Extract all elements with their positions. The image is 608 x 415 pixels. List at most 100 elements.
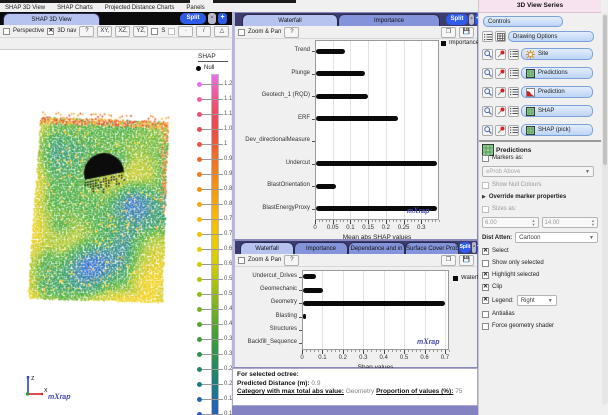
pin-icon[interactable]: [495, 87, 506, 98]
split-button[interactable]: Split: [180, 13, 206, 24]
series-button[interactable]: Site: [521, 48, 593, 60]
list-icon[interactable]: [508, 68, 519, 79]
3d-viewport[interactable]: SHAP Null 1.21.151.11.0510.950.90.850.80…: [0, 49, 231, 415]
s-checkbox[interactable]: [151, 28, 158, 35]
spinner-arrows-icon[interactable]: ▲▼: [591, 219, 595, 226]
list-icon[interactable]: [508, 125, 519, 136]
checkbox[interactable]: [482, 260, 489, 267]
legend-tick-line: [202, 324, 223, 325]
perspective-checkbox[interactable]: [3, 28, 10, 35]
minor-tick: [336, 220, 337, 222]
pin-icon[interactable]: [495, 106, 506, 117]
tick-label: 0.3: [417, 225, 425, 231]
minor-tick: [396, 350, 397, 352]
category-tick: [299, 277, 302, 278]
checkbox[interactable]: [482, 284, 489, 291]
point-tool-button[interactable]: ·: [178, 26, 193, 37]
option-clip: Clip: [482, 283, 598, 291]
gridline: [363, 271, 364, 349]
dropdown[interactable]: Right▼: [517, 295, 557, 306]
minor-tick: [371, 350, 372, 352]
s-label: S: [161, 28, 165, 34]
option-show-only-selected: Show only selected: [482, 259, 598, 267]
minor-tick: [354, 220, 355, 222]
list-icon[interactable]: [508, 106, 519, 117]
option-label: Antialias: [492, 311, 515, 317]
checkbox[interactable]: [482, 248, 489, 255]
minor-tick: [425, 220, 426, 222]
category-tick: [312, 51, 315, 52]
menu-shap-3d-view[interactable]: SHAP 3D View: [5, 5, 45, 11]
maximize-button[interactable]: +: [218, 13, 227, 24]
pin-icon[interactable]: [495, 68, 506, 79]
predicted-distance-label: Predicted Distance (m):: [237, 380, 310, 387]
number-spinner[interactable]: 6.00▲▼: [482, 217, 539, 228]
grid-icon[interactable]: [495, 31, 506, 42]
zoom-to-icon[interactable]: [482, 49, 493, 60]
list-icon[interactable]: [508, 49, 519, 60]
series-row-prediction: Prediction: [482, 86, 593, 98]
yz-view-button[interactable]: YZ,: [133, 26, 148, 37]
zoom-to-icon[interactable]: [482, 106, 493, 117]
option-legend: Legend:Right▼: [482, 295, 598, 306]
plane-tool-button[interactable]: △: [214, 26, 229, 37]
category-label: Plunge: [235, 70, 310, 76]
zoom-to-icon[interactable]: [482, 68, 493, 79]
option-label: Dist Atten:: [482, 235, 512, 241]
category-tick: [299, 343, 302, 344]
checkbox[interactable]: [482, 272, 489, 279]
tick-label: 0.7: [441, 355, 449, 361]
dropdown[interactable]: Cartoon▼: [515, 232, 598, 243]
option-highlight-selected: Highlight selected: [482, 271, 598, 279]
3d-nav-checkbox[interactable]: [47, 28, 54, 35]
menu-panels[interactable]: Panels: [186, 5, 204, 11]
pin-icon[interactable]: [495, 49, 506, 60]
category-tick: [299, 317, 302, 318]
tick-label: 0.1: [346, 225, 354, 231]
drawing-options-button[interactable]: Drawing Options: [508, 31, 594, 42]
checkbox[interactable]: [482, 182, 489, 189]
minimize-button[interactable]: -: [208, 13, 216, 24]
controls-button[interactable]: Controls: [483, 16, 563, 27]
xy-view-button[interactable]: XY,: [97, 26, 112, 37]
mxrap-watermark: mXrap: [48, 392, 70, 401]
scrollbar-thumb[interactable]: [603, 15, 607, 165]
minor-tick: [441, 350, 442, 352]
list-icon[interactable]: [508, 87, 519, 98]
major-tick: [322, 350, 323, 354]
data-bar: [316, 49, 345, 54]
series-button[interactable]: SHAP (pick): [521, 124, 593, 136]
series-button[interactable]: SHAP: [521, 105, 593, 117]
option-label: Show Null Colours: [492, 182, 541, 188]
xz-view-button[interactable]: XZ,: [115, 26, 130, 37]
scrollbar[interactable]: [602, 13, 608, 405]
major-tick: [350, 220, 351, 224]
number-spinner[interactable]: 14.00▲▼: [542, 217, 599, 228]
legend-tick-line: [202, 339, 223, 340]
legend-tick-line: [202, 174, 223, 175]
checkbox[interactable]: [482, 323, 489, 330]
expander-label[interactable]: Override marker properties: [489, 194, 566, 200]
series-button[interactable]: Predictions: [521, 67, 593, 79]
zoom-to-icon[interactable]: [482, 87, 493, 98]
pin-icon[interactable]: [495, 125, 506, 136]
help-button[interactable]: ?: [79, 26, 94, 37]
line-tool-button[interactable]: /: [196, 26, 211, 37]
menu-shap-charts[interactable]: SHAP Charts: [57, 5, 93, 11]
checkbox[interactable]: [482, 206, 489, 213]
section-divider: [479, 140, 601, 142]
series-button[interactable]: Prediction: [521, 86, 593, 98]
null-dot-icon: [196, 66, 201, 71]
dropdown[interactable]: eProb Above▼: [482, 166, 594, 177]
zoom-to-icon[interactable]: [482, 125, 493, 136]
checkbox[interactable]: [482, 311, 489, 318]
checkbox[interactable]: [482, 297, 489, 304]
menu-projected-distance-charts[interactable]: Projected Distance Charts: [105, 5, 175, 11]
minor-tick: [449, 350, 450, 352]
list-icon[interactable]: [482, 31, 493, 42]
series-label: Predictions: [538, 68, 568, 78]
spinner-arrows-icon[interactable]: ▲▼: [532, 219, 536, 226]
minor-tick: [396, 220, 397, 222]
checkbox[interactable]: [482, 155, 489, 162]
expander-arrow-icon[interactable]: ▶: [482, 194, 486, 200]
